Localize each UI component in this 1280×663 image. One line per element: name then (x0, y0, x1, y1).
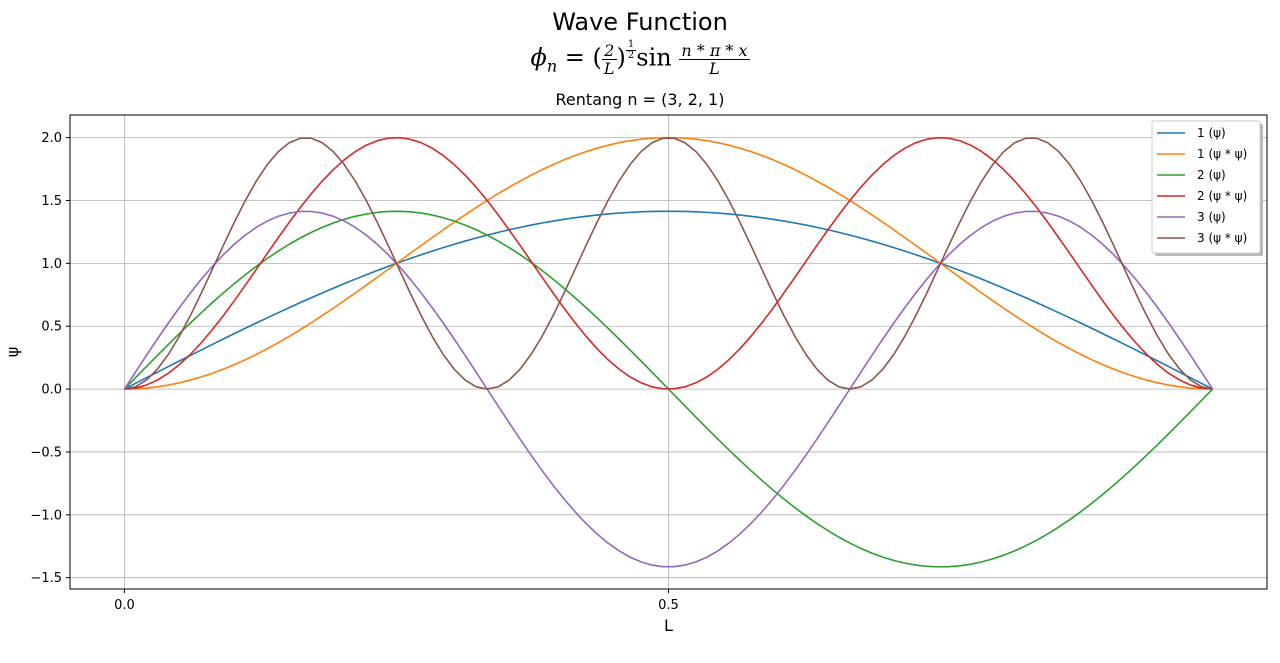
legend-label: 3 (ψ) (1197, 210, 1226, 224)
legend-label: 1 (ψ) (1197, 126, 1226, 140)
axis-ticks: −1.5 −1.0 −0.5 0.0 0.5 1.0 1.5 2.0 0.0 0.5 (30, 131, 678, 613)
legend-label: 1 (ψ * ψ) (1197, 147, 1247, 161)
series-line-n2-psi2 (124, 136, 1213, 390)
legend-label: 2 (ψ * ψ) (1197, 189, 1247, 203)
y-tick-label: 1.5 (41, 194, 62, 209)
series-line-n3-psi2 (124, 137, 1213, 390)
x-tick-label: 0.0 (114, 598, 135, 613)
legend: 1 (ψ) 1 (ψ * ψ) 2 (ψ) 2 (ψ * ψ) 3 (ψ) 3 (ψ * … (1151, 120, 1263, 256)
series-lines (123, 136, 1214, 568)
grid-lines (70, 115, 1267, 589)
legend-label: 2 (ψ) (1197, 168, 1226, 182)
x-axis-label: L (664, 616, 673, 635)
y-tick-label: 2.0 (41, 131, 62, 146)
series-line-n1-psi (124, 210, 1213, 390)
y-tick-label: 0.5 (41, 320, 62, 335)
legend-label: 3 (ψ * ψ) (1197, 231, 1247, 245)
y-tick-label: −1.5 (30, 571, 62, 586)
y-tick-label: 0.0 (41, 383, 62, 398)
x-tick-label: 0.5 (658, 598, 679, 613)
chart-subtitle: Rentang n = (3, 2, 1) (555, 90, 725, 109)
series-line-n3-psi (123, 210, 1214, 568)
chart-title: Wave Function (552, 8, 728, 36)
y-tick-label: −0.5 (30, 445, 62, 460)
y-tick-label: −1.0 (30, 508, 62, 523)
y-axis-label: ψ (3, 347, 22, 358)
y-tick-label: 1.0 (41, 257, 62, 272)
